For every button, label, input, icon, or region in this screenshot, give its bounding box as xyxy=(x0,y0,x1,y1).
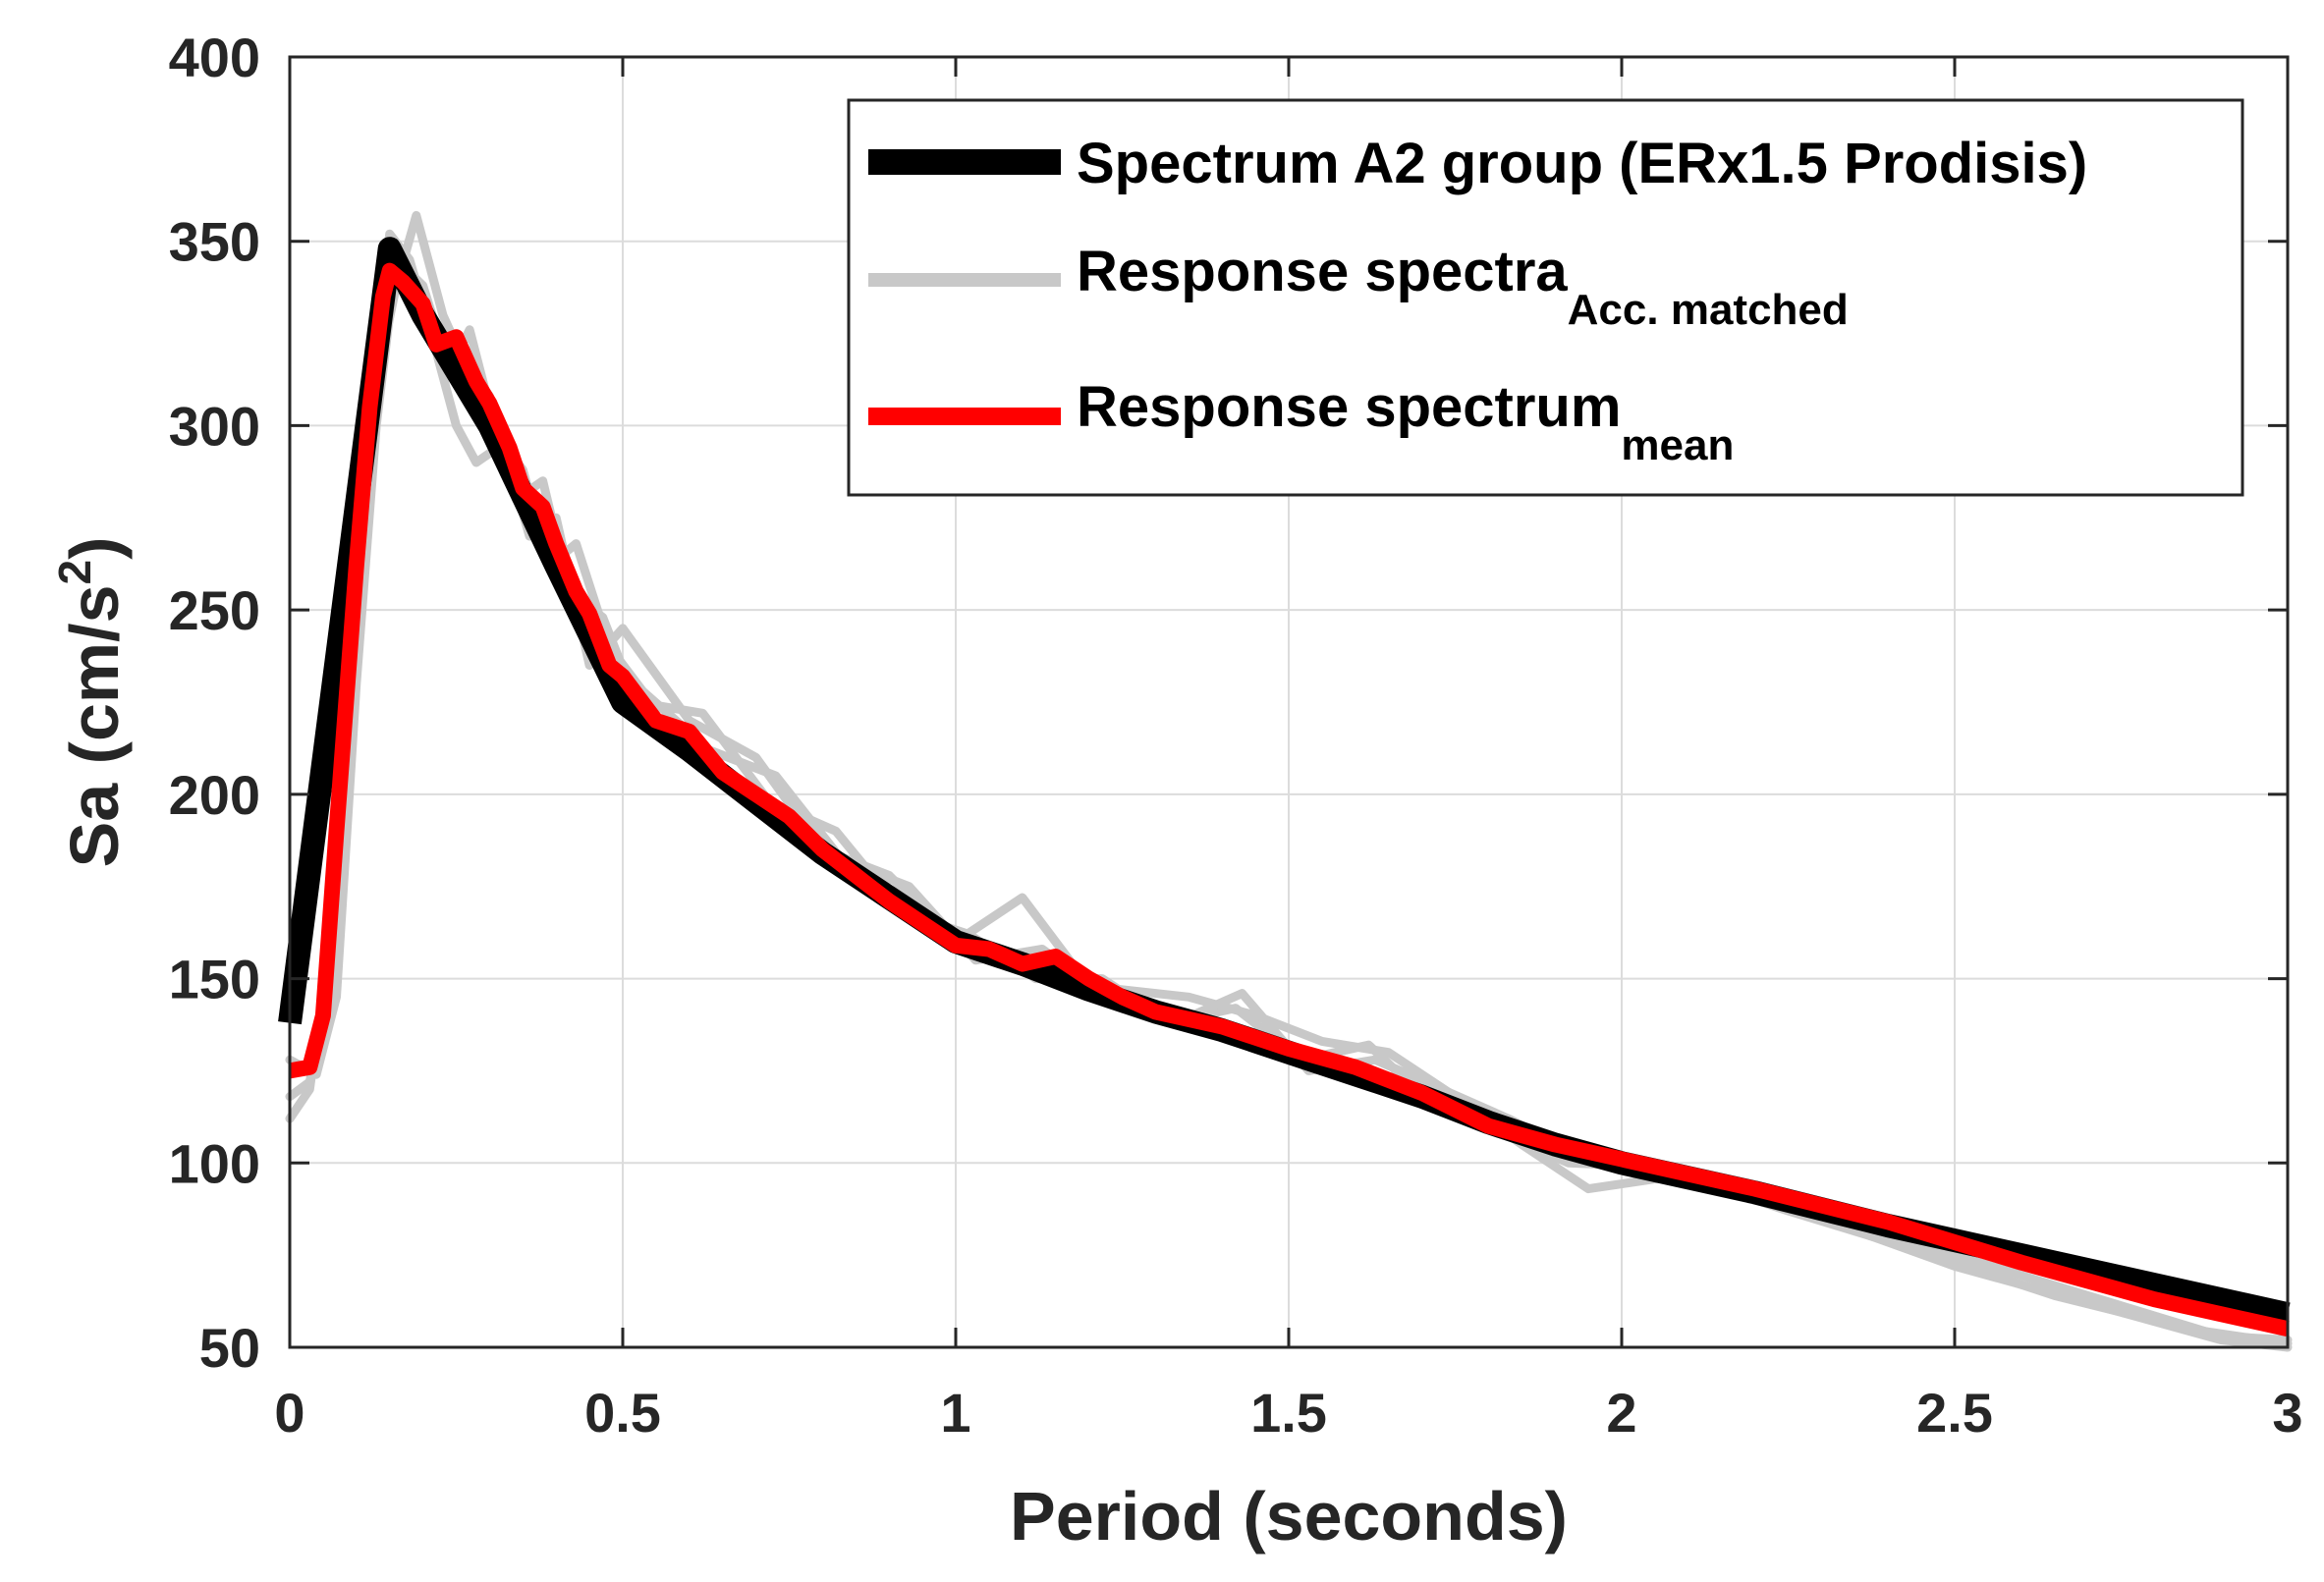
legend-label-mean-sub: mean xyxy=(1621,421,1734,469)
x-tick-label-0: 0 xyxy=(274,1382,304,1444)
legend-label-matched-sub: Acc. matched xyxy=(1568,286,1849,334)
y-tick-label-2: 150 xyxy=(169,949,260,1010)
y-axis-label-sup: 2 xyxy=(49,560,100,585)
x-tick-label-5: 2.5 xyxy=(1916,1382,1993,1444)
x-tick-label-2: 1 xyxy=(940,1382,970,1444)
x-tick-label-1: 0.5 xyxy=(584,1382,661,1444)
y-tick-label-5: 300 xyxy=(169,395,260,457)
legend-label-mean: Response spectrummean xyxy=(1077,375,1734,469)
y-tick-label-0: 50 xyxy=(199,1317,260,1379)
y-tick-label-7: 400 xyxy=(169,27,260,88)
legend-box xyxy=(847,98,2244,497)
y-tick-labels: 50 100 150 200 250 300 350 400 xyxy=(169,27,260,1379)
legend-label-mean-main: Response spectrum xyxy=(1077,375,1621,439)
legend: Spectrum A2 group (ERx1.5 Prodisis) Resp… xyxy=(847,98,2244,497)
y-tick-label-1: 100 xyxy=(169,1132,260,1194)
y-tick-label-4: 250 xyxy=(169,579,260,641)
y-axis-label-close: ) xyxy=(56,537,133,560)
axis-ticks xyxy=(288,55,2290,1349)
legend-label-matched-main: Response spectra xyxy=(1077,240,1568,303)
x-tick-label-4: 2 xyxy=(1606,1382,1636,1444)
y-tick-label-6: 350 xyxy=(169,211,260,273)
legend-label-matched: Response spectraAcc. matched xyxy=(1077,240,1849,334)
legend-label-design: Spectrum A2 group (ERx1.5 Prodisis) xyxy=(1077,132,2087,195)
y-tick-label-3: 200 xyxy=(169,764,260,826)
x-tick-label-3: 1.5 xyxy=(1250,1382,1327,1444)
x-tick-labels: 0 0.5 1 1.5 2 2.5 3 xyxy=(274,1382,2302,1444)
x-axis-label: Period (seconds) xyxy=(1010,1478,1568,1555)
mean-spectrum-line xyxy=(288,262,2290,1337)
x-tick-label-6: 3 xyxy=(2272,1382,2302,1444)
y-axis-label-main: Sa (cm/s xyxy=(56,584,133,867)
main-spectra-group xyxy=(278,237,2291,1337)
y-axis-label: Sa (cm/s2) xyxy=(49,537,133,868)
